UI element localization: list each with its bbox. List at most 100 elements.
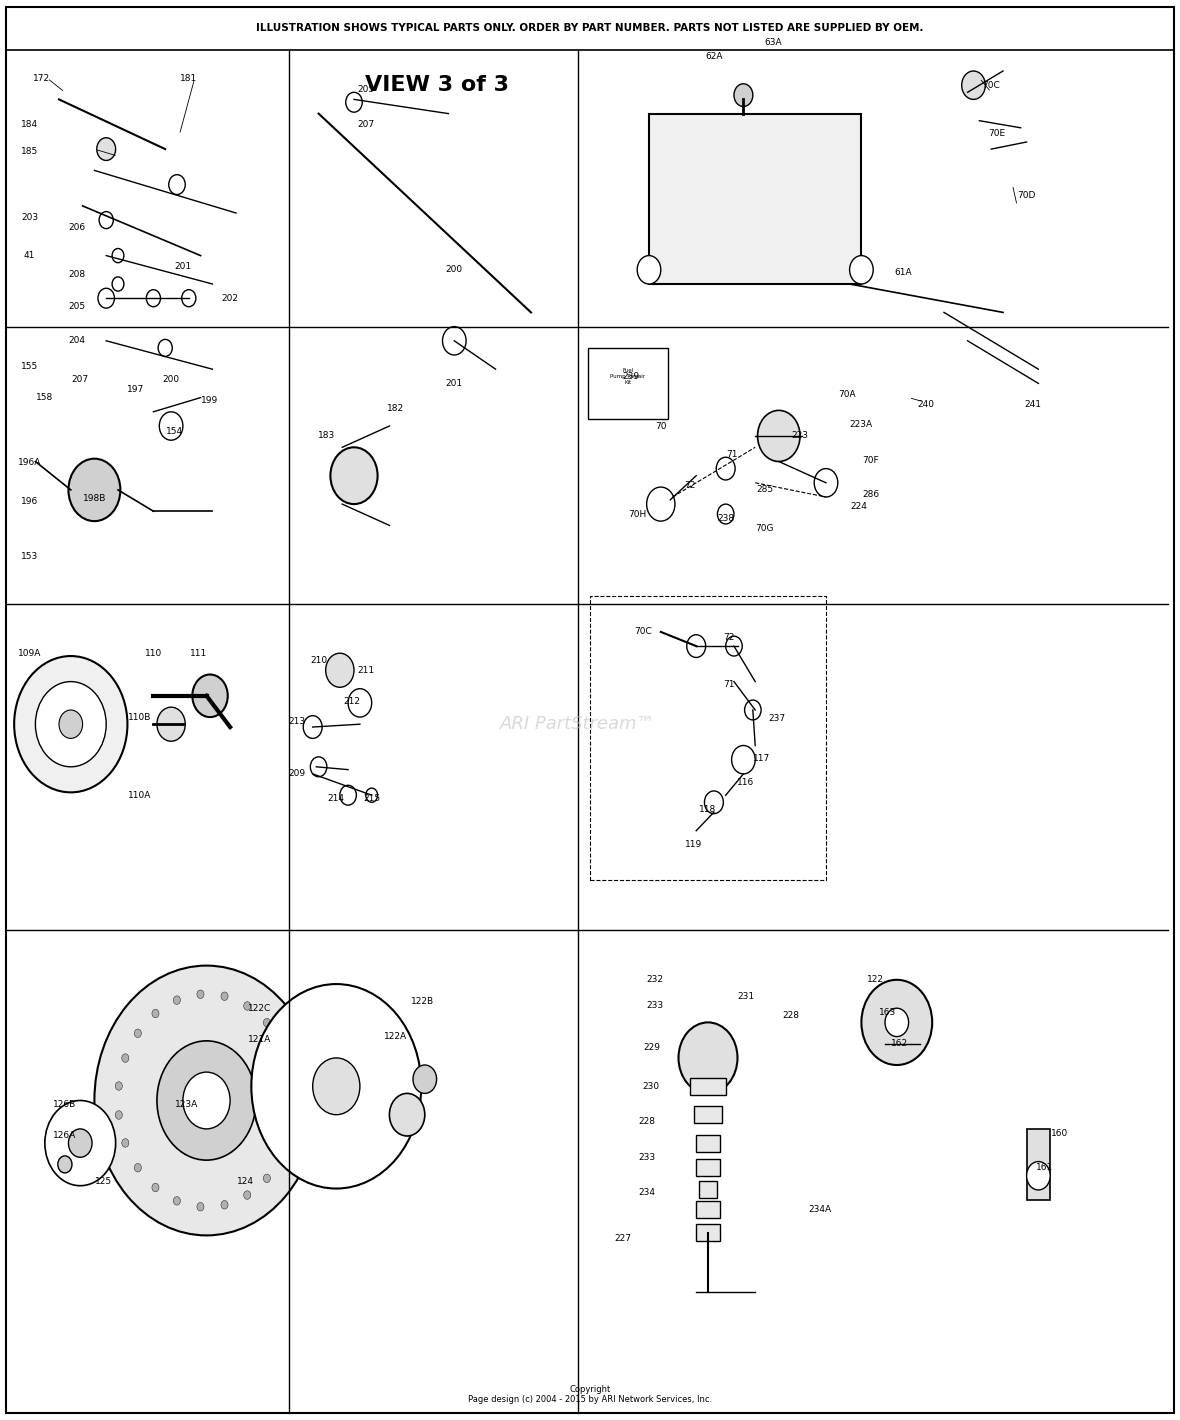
Text: 198B: 198B	[83, 494, 106, 503]
Text: 172: 172	[33, 74, 50, 82]
Circle shape	[116, 1110, 123, 1119]
Circle shape	[152, 1010, 159, 1018]
Text: 72: 72	[723, 633, 735, 642]
Text: 224: 224	[851, 503, 867, 511]
Text: 205: 205	[68, 302, 85, 311]
Circle shape	[169, 175, 185, 195]
Circle shape	[135, 1163, 142, 1172]
Text: 223A: 223A	[850, 420, 873, 429]
Text: 162: 162	[891, 1039, 907, 1048]
Text: 122B: 122B	[411, 997, 434, 1005]
Circle shape	[745, 700, 761, 720]
Bar	[1027, 1129, 1050, 1200]
Text: 240: 240	[918, 400, 935, 409]
Text: 228: 228	[638, 1118, 655, 1126]
Circle shape	[112, 248, 124, 263]
Text: 153: 153	[21, 552, 38, 561]
Bar	[694, 1106, 722, 1123]
Text: 160: 160	[1051, 1129, 1068, 1137]
Circle shape	[197, 1203, 204, 1211]
Circle shape	[244, 1001, 251, 1010]
Text: 154: 154	[166, 427, 183, 436]
Circle shape	[157, 707, 185, 741]
Text: 70G: 70G	[755, 524, 774, 532]
Text: 237: 237	[768, 714, 785, 723]
Text: 206: 206	[68, 223, 85, 231]
Circle shape	[192, 674, 228, 717]
Text: 199: 199	[202, 396, 218, 405]
Text: 161: 161	[1036, 1163, 1053, 1172]
Text: 70C: 70C	[982, 81, 1001, 89]
Circle shape	[291, 1096, 299, 1105]
Text: 119: 119	[686, 841, 702, 849]
Circle shape	[68, 1129, 92, 1157]
Circle shape	[303, 716, 322, 738]
Circle shape	[122, 1054, 129, 1062]
Circle shape	[313, 1058, 360, 1115]
Bar	[699, 1181, 717, 1198]
Bar	[590, 596, 826, 880]
Circle shape	[244, 1191, 251, 1200]
Circle shape	[35, 682, 106, 767]
Circle shape	[158, 339, 172, 356]
Text: 233: 233	[638, 1153, 655, 1162]
Text: ARI PartStream™: ARI PartStream™	[500, 716, 656, 733]
Circle shape	[637, 256, 661, 284]
Text: 182: 182	[387, 405, 404, 413]
Text: 62A: 62A	[706, 53, 722, 61]
Text: 196A: 196A	[18, 459, 41, 467]
Circle shape	[687, 635, 706, 657]
Circle shape	[850, 256, 873, 284]
Text: 70C: 70C	[634, 628, 653, 636]
Circle shape	[647, 487, 675, 521]
Text: 229: 229	[643, 1044, 660, 1052]
Circle shape	[734, 84, 753, 106]
Text: 205: 205	[358, 85, 374, 94]
Circle shape	[173, 1197, 181, 1206]
Text: 70H: 70H	[628, 510, 647, 518]
Circle shape	[717, 504, 734, 524]
Circle shape	[758, 410, 800, 462]
Text: 196: 196	[21, 497, 38, 506]
Circle shape	[288, 1068, 295, 1076]
Circle shape	[326, 653, 354, 687]
Text: 126A: 126A	[53, 1132, 77, 1140]
Circle shape	[122, 1139, 129, 1147]
Circle shape	[389, 1093, 425, 1136]
Text: 208: 208	[68, 270, 85, 278]
Text: VIEW 3 of 3: VIEW 3 of 3	[365, 75, 509, 95]
Text: 203: 203	[21, 213, 38, 222]
Circle shape	[99, 212, 113, 229]
Circle shape	[263, 1018, 270, 1027]
Text: 185: 185	[21, 148, 38, 156]
Text: 285: 285	[756, 486, 773, 494]
Text: 70: 70	[655, 422, 667, 430]
Text: 239: 239	[623, 372, 640, 381]
Text: 241: 241	[1024, 400, 1041, 409]
Text: 234A: 234A	[808, 1206, 832, 1214]
Circle shape	[291, 1096, 299, 1105]
Circle shape	[221, 993, 228, 1001]
Text: 71: 71	[723, 680, 735, 689]
Circle shape	[152, 1183, 159, 1191]
Circle shape	[97, 138, 116, 160]
Text: 110A: 110A	[127, 791, 151, 799]
Bar	[696, 1224, 720, 1241]
Text: 110B: 110B	[127, 713, 151, 721]
Circle shape	[288, 1125, 295, 1133]
Text: 118: 118	[700, 805, 716, 814]
Text: 70F: 70F	[863, 456, 879, 464]
Circle shape	[14, 656, 127, 792]
Circle shape	[678, 1022, 738, 1093]
Text: 215: 215	[363, 794, 380, 802]
Circle shape	[346, 92, 362, 112]
Text: Copyright
Page design (c) 2004 - 2015 by ARI Network Services, Inc.: Copyright Page design (c) 2004 - 2015 by…	[468, 1384, 712, 1404]
Bar	[696, 1135, 720, 1152]
Text: 61A: 61A	[894, 268, 911, 277]
Circle shape	[221, 1200, 228, 1208]
Circle shape	[366, 788, 378, 802]
Circle shape	[146, 290, 160, 307]
Text: 116: 116	[738, 778, 754, 787]
Text: 126B: 126B	[53, 1100, 77, 1109]
Bar	[690, 1078, 726, 1095]
